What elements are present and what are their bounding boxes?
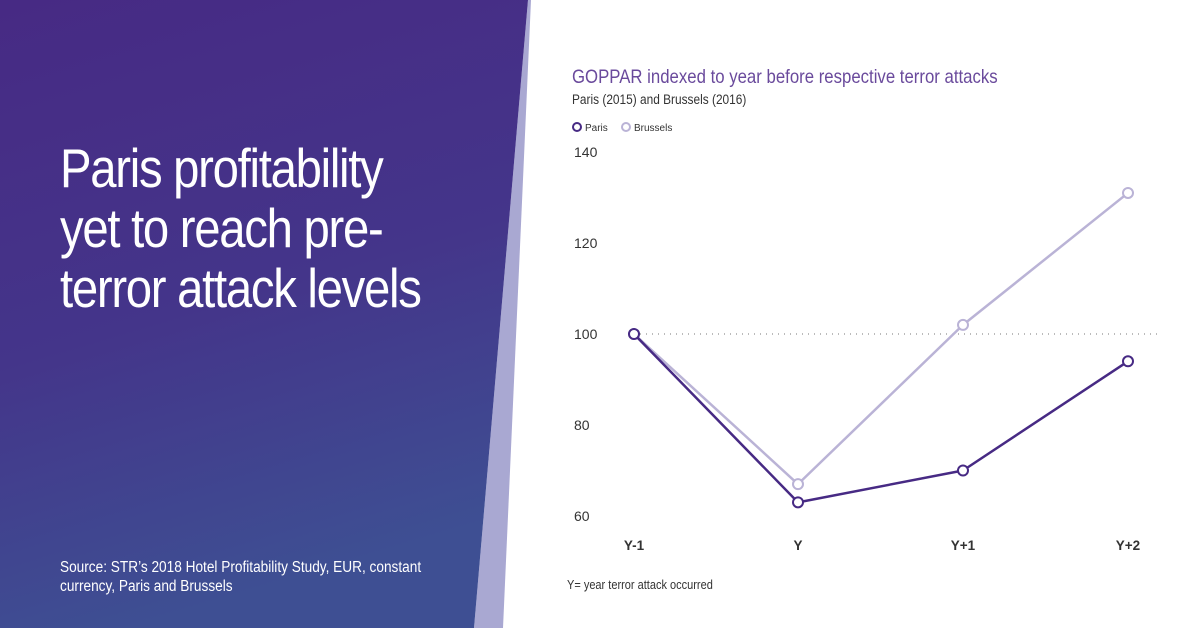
y-tick-label: 120 <box>574 235 598 251</box>
source-note: Source: STR’s 2018 Hotel Profitability S… <box>60 559 422 595</box>
data-point-paris <box>628 328 640 340</box>
x-tick-label: Y+1 <box>951 538 976 553</box>
data-point-paris <box>792 496 804 509</box>
x-tick-label: Y+2 <box>1116 538 1140 553</box>
accent-stripe <box>474 0 531 628</box>
y-tick-label: 80 <box>574 417 590 433</box>
x-tick-label: Y-1 <box>624 538 645 553</box>
y-tick-label: 140 <box>574 144 598 160</box>
series-line-brussels <box>633 191 1129 486</box>
chart-footnote: Y= year terror attack occurred <box>567 578 713 592</box>
data-point-brussels <box>1122 186 1134 199</box>
data-point-brussels <box>957 318 969 331</box>
x-tick-label: Y <box>793 538 802 553</box>
series-line-paris <box>633 333 1129 504</box>
legend-label: Paris <box>585 123 608 134</box>
line-chart: 140 120 100 80 60 Y-1 Y Y+1 Y+2 Paris Brussels <box>572 122 1160 553</box>
y-tick-label: 60 <box>574 508 590 524</box>
chart-subtitle: Paris (2015) and Brussels (2016) <box>572 92 747 107</box>
chart-title: GOPPAR indexed to year before respective… <box>572 66 998 88</box>
data-point-brussels <box>792 478 804 491</box>
legend-marker <box>572 122 582 132</box>
left-panel <box>0 0 528 628</box>
y-tick-label: 100 <box>574 326 598 342</box>
data-point-paris <box>957 464 969 477</box>
data-point-paris <box>1122 355 1134 368</box>
legend-label: Brussels <box>634 123 672 134</box>
headline: Paris profitability yet to reach pre-ter… <box>60 137 422 319</box>
legend-marker <box>621 122 631 132</box>
